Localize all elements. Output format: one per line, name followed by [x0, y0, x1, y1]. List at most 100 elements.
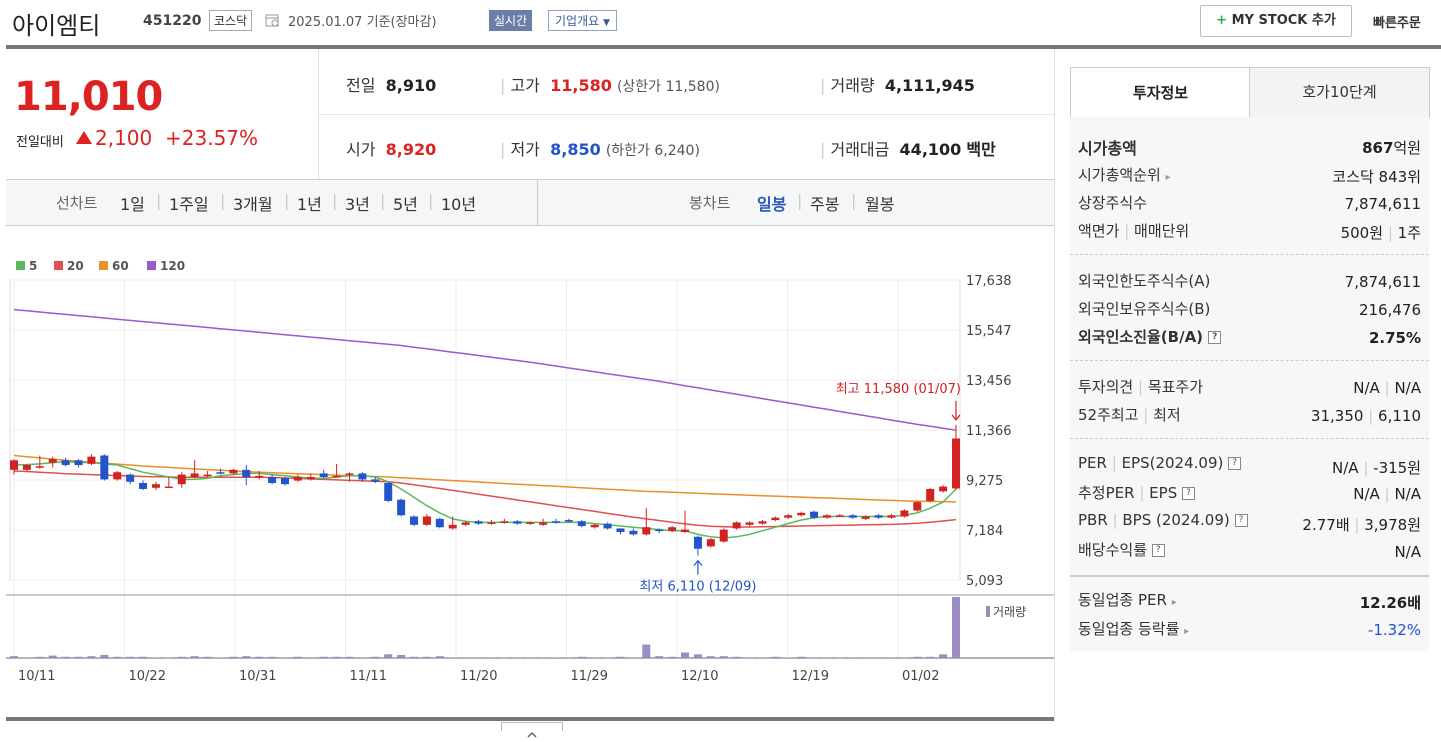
volume-bar	[810, 657, 819, 658]
amount-unit: 백만	[966, 140, 996, 159]
prev-value: 8,910	[385, 76, 437, 95]
legend-swatch	[147, 261, 156, 270]
line-chart-label: 선차트	[56, 194, 98, 212]
volume-bar	[87, 656, 96, 658]
x-tick-label: 11/29	[571, 669, 608, 684]
period-3m[interactable]: 3개월	[233, 195, 273, 214]
help-icon[interactable]: ?	[1151, 544, 1165, 557]
volume-bar	[655, 656, 664, 658]
company-overview-button[interactable]: 기업개요 ▼	[548, 10, 617, 31]
realtime-button[interactable]: 실시간	[489, 10, 533, 31]
high-label: 고가	[510, 76, 540, 95]
volume-bar	[384, 654, 393, 658]
market-cap-unit: 억원	[1393, 139, 1421, 157]
candle-body	[345, 473, 354, 475]
help-icon[interactable]: ?	[1234, 514, 1248, 527]
period-5y[interactable]: 5년	[393, 195, 418, 214]
current-price: 11,010	[14, 74, 163, 120]
volume-bar	[861, 657, 870, 658]
pbr-value: 2.77배 | 3,978원	[1302, 516, 1421, 534]
volume-bar	[758, 657, 767, 658]
volume-bar	[151, 657, 160, 658]
candle-body	[655, 529, 664, 532]
candle-body	[810, 511, 819, 518]
help-icon[interactable]: ?	[1228, 457, 1242, 470]
candlestick-chart[interactable]: 17,638 15,547 13,456 11,366 9,275 7,184 5,093 1…	[6, 250, 1054, 690]
volume-bar	[797, 656, 806, 658]
my-stock-label: MY STOCK 추가	[1231, 13, 1336, 28]
candle-body	[410, 516, 419, 525]
help-icon[interactable]: ?	[1182, 487, 1195, 500]
dividend-label: 배당수익률 ?	[1078, 539, 1165, 560]
ma5-line	[13, 460, 957, 539]
candle-body	[861, 516, 870, 519]
candle-weekly[interactable]: 주봉	[810, 195, 840, 214]
my-stock-add-button[interactable]: + MY STOCK 추가	[1200, 5, 1352, 37]
candle-body	[229, 469, 238, 474]
volume-bar	[500, 657, 509, 658]
volume-bar	[100, 654, 109, 658]
candle-body	[797, 512, 806, 516]
lower-limit: (하한가 6,240)	[605, 143, 700, 159]
period-3y[interactable]: 3년	[345, 195, 370, 214]
candle-monthly[interactable]: 월봉	[865, 195, 895, 214]
candle-daily[interactable]: 일봉	[757, 195, 787, 214]
candle-body	[913, 502, 922, 511]
candle-body	[539, 522, 548, 525]
foreign-rate-label: 외국인소진율(B/A) ?	[1078, 326, 1222, 347]
period-1y[interactable]: 1년	[297, 195, 322, 214]
high-price: | 고가 11,580 (상한가 11,580)	[500, 76, 720, 95]
change-rate: +23.57%	[165, 126, 259, 150]
week52-label: 52주최고 | 최저	[1078, 406, 1181, 424]
market-cap-rank-label[interactable]: 시가총액순위 ▸	[1078, 164, 1171, 185]
week52-high-text: 52주최고	[1078, 406, 1139, 424]
tab-order-book[interactable]: 호가10단계	[1249, 67, 1430, 118]
market-cap-rank-value: 코스닥 843위	[1332, 168, 1421, 186]
trade-amount: | 거래대금 44,100 백만	[820, 140, 996, 159]
volume-bar	[900, 657, 909, 658]
low-annotation: 최저 6,110 (12/09)	[639, 580, 756, 595]
volume-bar	[216, 657, 225, 658]
high-annotation: 최고 11,580 (01/07)	[836, 382, 961, 397]
sector-change-label[interactable]: 동일업종 등락률 ▸	[1078, 618, 1189, 639]
candle-body	[448, 524, 457, 529]
quick-order-button[interactable]: 빠른주문	[1373, 16, 1421, 31]
high-arrowhead	[951, 414, 961, 421]
volume-bar	[345, 656, 354, 658]
period-1w[interactable]: 1주일	[169, 195, 209, 214]
y-tick-label: 9,275	[966, 474, 1003, 489]
bps-number: 3,978원	[1364, 516, 1421, 534]
amount-label: 거래대금	[830, 140, 890, 159]
caret-right-icon: ▸	[1165, 172, 1171, 183]
volume-bar	[706, 656, 715, 658]
volume-bar	[113, 656, 122, 658]
x-tick-label: 10/22	[129, 669, 166, 684]
candle-body	[203, 474, 212, 477]
sector-per-value: 12.26배	[1359, 594, 1421, 612]
x-tick-label: 12/10	[681, 669, 718, 684]
face-value-text: 액면가	[1078, 222, 1120, 240]
candle-body	[22, 465, 31, 470]
sector-per-label[interactable]: 동일업종 PER ▸	[1078, 589, 1177, 610]
volume-label: 거래량	[830, 76, 875, 95]
prev-close: 전일 8,910	[346, 72, 436, 96]
tab-investment-info[interactable]: 투자정보	[1070, 67, 1251, 118]
foreign-rate-value: 2.75%	[1368, 329, 1421, 347]
volume-bar	[190, 656, 199, 658]
help-icon[interactable]: ?	[1208, 331, 1222, 344]
volume-bar	[590, 657, 599, 658]
candle-body	[190, 473, 199, 478]
opinion-value: N/A | N/A	[1353, 379, 1421, 397]
candle-body	[242, 469, 251, 478]
section-divider	[1070, 438, 1429, 439]
opinion-label: 투자의견 | 목표주가	[1078, 378, 1204, 396]
foreign-rate-text: 외국인소진율(B/A)	[1078, 328, 1204, 346]
candle-body	[668, 527, 677, 531]
quote-row-divider	[318, 114, 1054, 115]
y-tick-label: 13,456	[966, 374, 1012, 389]
candle-chart-label: 봉차트	[689, 194, 731, 212]
volume-bar	[719, 656, 728, 658]
candle-body	[822, 515, 831, 518]
period-1d[interactable]: 1일	[120, 195, 145, 214]
period-10y[interactable]: 10년	[441, 195, 477, 214]
